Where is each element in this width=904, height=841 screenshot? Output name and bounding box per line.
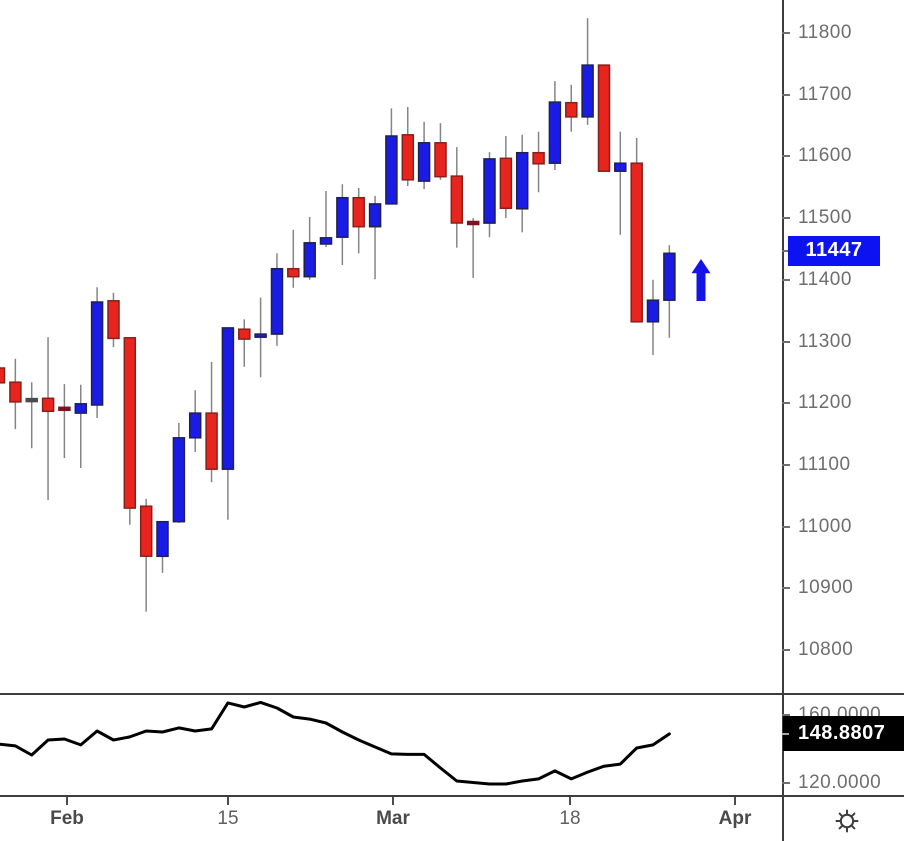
pane-divider-main-indicator[interactable] xyxy=(0,693,904,695)
time-axis[interactable]: Feb 15 Mar 18 Apr xyxy=(0,797,904,841)
candlestick-series[interactable] xyxy=(0,18,676,612)
price-tick xyxy=(782,217,790,220)
time-tick xyxy=(569,797,571,805)
price-tick xyxy=(782,32,790,34)
time-tick xyxy=(392,797,394,805)
price-axis-border-line xyxy=(782,0,784,841)
current-price-tick xyxy=(782,249,790,252)
price-tick-label: 11500 xyxy=(798,207,852,229)
price-tick-label: 11800 xyxy=(798,22,852,43)
time-tick xyxy=(734,797,736,805)
indicator-value-label: 148.8807 xyxy=(783,716,904,752)
time-tick-label: Mar xyxy=(376,808,410,829)
price-tick xyxy=(782,649,790,651)
indicator-value-tick xyxy=(782,732,789,735)
indicator-tick-label: 120.0000 xyxy=(798,772,882,793)
time-tick-label: Feb xyxy=(50,808,84,829)
time-tick-label: 15 xyxy=(217,808,239,829)
price-tick xyxy=(782,402,790,405)
pane-divider-indicator-timeaxis xyxy=(0,795,904,797)
indicator-tick xyxy=(782,782,790,784)
price-tick-label: 11600 xyxy=(798,145,852,167)
price-tick-label: 10900 xyxy=(798,577,854,599)
price-tick xyxy=(782,93,790,96)
price-tick xyxy=(782,587,790,590)
indicator-current-value: 148.8807 xyxy=(798,722,886,745)
time-tick-label: 18 xyxy=(559,808,581,829)
price-tick xyxy=(782,463,790,466)
price-tick-label: 11400 xyxy=(798,268,852,290)
time-tick xyxy=(66,797,68,805)
price-tick-label: 10800 xyxy=(798,639,854,660)
indicator-tick xyxy=(782,714,790,716)
gear-icon xyxy=(835,809,859,833)
price-tick-label: 11700 xyxy=(798,83,852,105)
price-tick-label: 11000 xyxy=(798,515,852,537)
price-axis[interactable]: 11800 11700 11600 11500 11400 11300 11200 11100… xyxy=(782,0,904,797)
price-tick xyxy=(782,525,790,528)
current-price-label: 11447 xyxy=(788,235,880,266)
chart-settings-button[interactable] xyxy=(830,804,864,838)
price-tick-label: 11300 xyxy=(798,330,852,352)
price-tick-label: 11200 xyxy=(798,392,852,414)
indicator-line-series[interactable] xyxy=(0,700,671,786)
current-price-value: 11447 xyxy=(805,239,863,262)
price-tick xyxy=(782,278,790,281)
price-tick-label: 11100 xyxy=(798,453,851,475)
price-tick xyxy=(782,155,790,158)
chart-canvas[interactable] xyxy=(0,0,782,841)
up-arrow-marker[interactable] xyxy=(691,259,711,301)
price-tick xyxy=(782,340,790,343)
time-tick xyxy=(227,797,229,805)
time-tick-label: Apr xyxy=(718,808,752,829)
